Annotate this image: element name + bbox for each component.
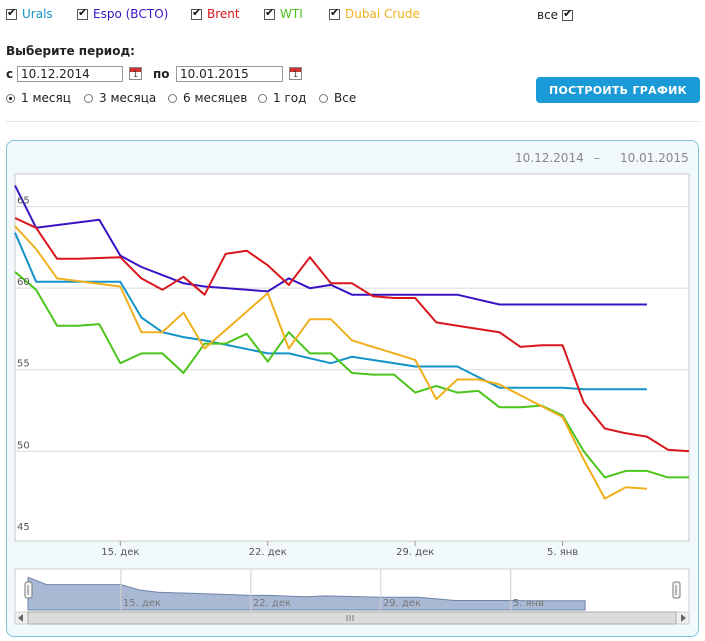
scroll-left-arrow-icon[interactable] — [18, 614, 23, 622]
series-checkbox-espo[interactable]: Espo (ВСТО) — [77, 6, 168, 22]
period-option-label: Все — [334, 91, 357, 105]
checkbox[interactable] — [6, 6, 17, 20]
all-series-checkbox[interactable] — [562, 7, 574, 21]
checkbox[interactable] — [77, 6, 88, 20]
from-calendar-icon[interactable] — [129, 67, 142, 80]
x-tick-label: 5. янв — [547, 547, 578, 558]
series-lines — [14, 184, 690, 500]
y-tick-label: 55 — [17, 359, 30, 370]
range-dash: – — [594, 151, 600, 165]
x-tick-label: 22. дек — [249, 547, 287, 558]
scroll-right-arrow-icon[interactable] — [681, 614, 686, 622]
series-checkbox-brent[interactable]: Brent — [191, 6, 240, 22]
radio-button[interactable] — [168, 93, 177, 103]
period-option-3[interactable]: 1 год — [258, 91, 306, 105]
from-label: с — [6, 67, 14, 81]
date-range-row: с 10.12.2014 по 10.01.2015 — [6, 66, 326, 84]
all-series-toggle[interactable]: все — [537, 7, 574, 22]
divider — [6, 121, 700, 122]
all-series-label: все — [537, 8, 559, 22]
period-option-0[interactable]: 1 месяц — [6, 91, 71, 105]
series-checkbox-label: Brent — [207, 7, 240, 21]
series-checkbox-label: Espo (ВСТО) — [93, 7, 169, 21]
period-option-4[interactable]: Все — [319, 91, 356, 105]
gridlines — [15, 206, 689, 452]
navigator[interactable]: 15. дек 22. дек 29. дек 5. янв — [14, 568, 690, 625]
period-option-label: 1 месяц — [21, 91, 71, 105]
series-checkbox-label: Urals — [22, 7, 53, 21]
to-date-input[interactable]: 10.01.2015 — [176, 66, 283, 82]
from-date-input[interactable]: 10.12.2014 — [17, 66, 123, 82]
period-option-label: 1 год — [273, 91, 307, 105]
to-label: по — [153, 67, 170, 81]
period-option-2[interactable]: 6 месяцев — [168, 91, 247, 105]
series-line-urals — [14, 232, 647, 391]
series-checkbox-wti[interactable]: WTI — [264, 6, 303, 22]
series-checkbox-label: Dubai Crude — [345, 7, 420, 21]
navigator-tick-label: 29. дек — [383, 598, 421, 609]
y-tick-label: 65 — [17, 196, 30, 207]
x-tick-label: 15. дек — [101, 547, 139, 558]
range-from: 10.12.2014 — [515, 151, 584, 165]
series-checkbox-urals[interactable]: Urals — [6, 6, 53, 22]
range-to: 10.01.2015 — [620, 151, 689, 165]
navigator-tick-label: 5. янв — [513, 598, 544, 609]
series-checkbox-label: WTI — [280, 7, 303, 21]
navigator-tick-label: 15. дек — [123, 598, 161, 609]
radio-button[interactable] — [319, 93, 328, 103]
build-chart-button[interactable]: ПОСТРОИТЬ ГРАФИК — [536, 77, 700, 103]
series-filter-row: Urals Espo (ВСТО) Brent WTI Dubai Crude — [0, 6, 705, 26]
series-line-brent — [14, 217, 690, 453]
scrollbar-thumb[interactable] — [27, 611, 677, 625]
to-calendar-icon[interactable] — [289, 67, 302, 80]
period-option-label: 6 месяцев — [183, 91, 248, 105]
period-options: 1 месяц 3 месяца 6 месяцев 1 год Все — [6, 91, 386, 107]
period-title: Выберите период: — [6, 44, 135, 58]
y-tick-label: 45 — [17, 522, 30, 533]
series-line-dubai — [14, 225, 647, 500]
navigator-tick-label: 22. дек — [253, 598, 291, 609]
checkbox[interactable] — [329, 6, 340, 20]
series-checkbox-dubai[interactable]: Dubai Crude — [329, 6, 420, 22]
series-line-espo — [14, 184, 647, 306]
period-option-1[interactable]: 3 месяца — [84, 91, 156, 105]
radio-button[interactable] — [84, 93, 93, 103]
checkbox[interactable] — [264, 6, 275, 20]
x-tick-label: 29. дек — [396, 547, 434, 558]
y-tick-label: 50 — [17, 440, 30, 451]
y-axis-labels: 45 50 55 60 65 — [17, 196, 30, 533]
radio-button[interactable] — [6, 93, 15, 103]
x-axis-labels: 15. дек 22. дек 29. дек 5. янв — [101, 541, 578, 558]
checkbox[interactable] — [191, 6, 202, 20]
y-tick-label: 60 — [17, 277, 30, 288]
series-line-wti — [14, 271, 689, 479]
radio-button[interactable] — [258, 93, 267, 103]
period-option-label: 3 месяца — [99, 91, 157, 105]
